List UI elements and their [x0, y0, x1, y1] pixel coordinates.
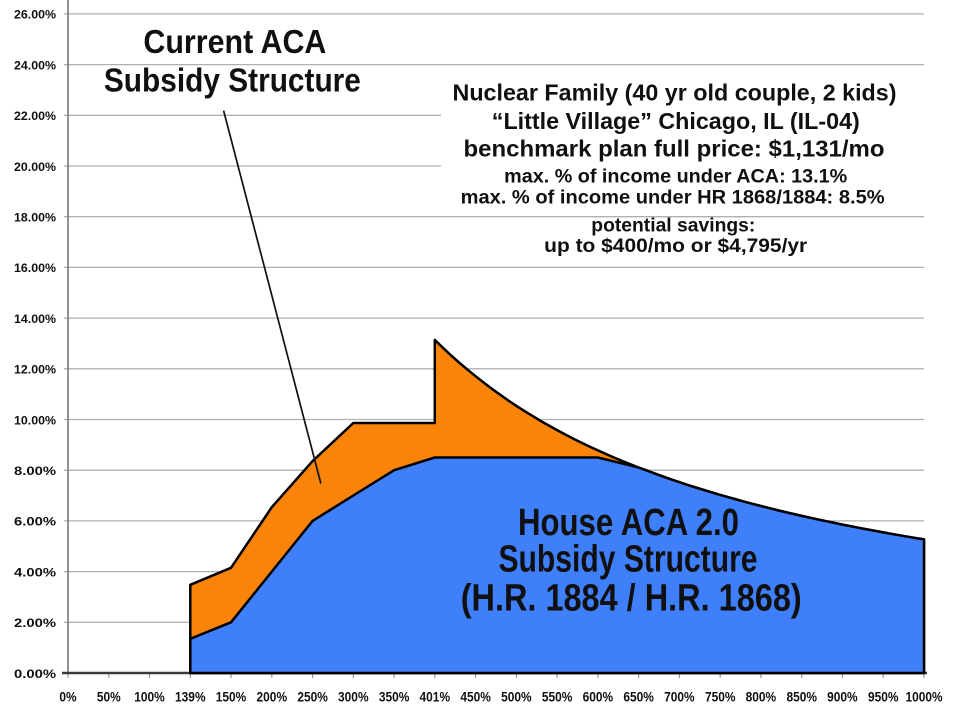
svg-text:2.00%: 2.00% [14, 618, 56, 630]
svg-text:House ACA 2.0: House ACA 2.0 [518, 502, 739, 544]
svg-text:24.00%: 24.00% [14, 60, 56, 72]
svg-text:600%: 600% [583, 690, 614, 705]
svg-text:Current ACA: Current ACA [143, 24, 326, 61]
svg-text:Nuclear Family (40 yr old coup: Nuclear Family (40 yr old couple, 2 kids… [453, 80, 897, 106]
svg-text:650%: 650% [623, 690, 654, 705]
svg-text:401%: 401% [420, 690, 451, 705]
svg-text:22.00%: 22.00% [14, 111, 56, 123]
svg-text:800%: 800% [746, 690, 777, 705]
svg-text:12.00%: 12.00% [14, 365, 56, 377]
svg-text:0.00%: 0.00% [14, 669, 56, 681]
svg-text:8.00%: 8.00% [14, 466, 56, 478]
svg-text:16.00%: 16.00% [14, 263, 56, 275]
svg-text:139%: 139% [175, 690, 206, 705]
svg-text:“Little Village” Chicago, IL (: “Little Village” Chicago, IL (IL-04) [492, 108, 860, 134]
svg-text:1000%: 1000% [905, 690, 942, 705]
svg-text:potential savings:: potential savings: [591, 215, 755, 237]
svg-text:max. % of income under HR 1868: max. % of income under HR 1868/1884: 8.5… [461, 186, 885, 208]
svg-text:450%: 450% [460, 690, 491, 705]
svg-text:350%: 350% [379, 690, 410, 705]
svg-text:10.00%: 10.00% [14, 415, 56, 427]
svg-text:900%: 900% [827, 690, 858, 705]
svg-text:150%: 150% [216, 690, 247, 705]
svg-text:Subsidy Structure: Subsidy Structure [104, 62, 361, 99]
svg-text:500%: 500% [501, 690, 532, 705]
svg-text:18.00%: 18.00% [14, 213, 56, 225]
svg-text:max. % of income under ACA: 13: max. % of income under ACA: 13.1% [504, 166, 847, 188]
svg-text:20.00%: 20.00% [14, 162, 56, 174]
svg-text:850%: 850% [786, 690, 817, 705]
svg-text:550%: 550% [542, 690, 573, 705]
svg-text:(H.R. 1884 / H.R. 1868): (H.R. 1884 / H.R. 1868) [461, 577, 802, 619]
svg-text:up to $400/mo or $4,795/yr: up to $400/mo or $4,795/yr [544, 235, 807, 257]
svg-text:26.00%: 26.00% [14, 10, 56, 22]
svg-text:100%: 100% [134, 690, 165, 705]
svg-text:14.00%: 14.00% [14, 314, 56, 326]
svg-text:250%: 250% [297, 690, 328, 705]
svg-text:6.00%: 6.00% [14, 517, 56, 529]
svg-text:0%: 0% [59, 690, 76, 705]
svg-text:benchmark plan full price: $1,: benchmark plan full price: $1,131/mo [464, 136, 885, 162]
svg-text:4.00%: 4.00% [14, 567, 56, 579]
svg-text:750%: 750% [705, 690, 736, 705]
svg-text:200%: 200% [257, 690, 288, 705]
svg-text:Subsidy Structure: Subsidy Structure [499, 539, 758, 581]
svg-text:700%: 700% [664, 690, 695, 705]
svg-text:300%: 300% [338, 690, 369, 705]
svg-text:950%: 950% [868, 690, 899, 705]
svg-text:50%: 50% [97, 690, 121, 705]
